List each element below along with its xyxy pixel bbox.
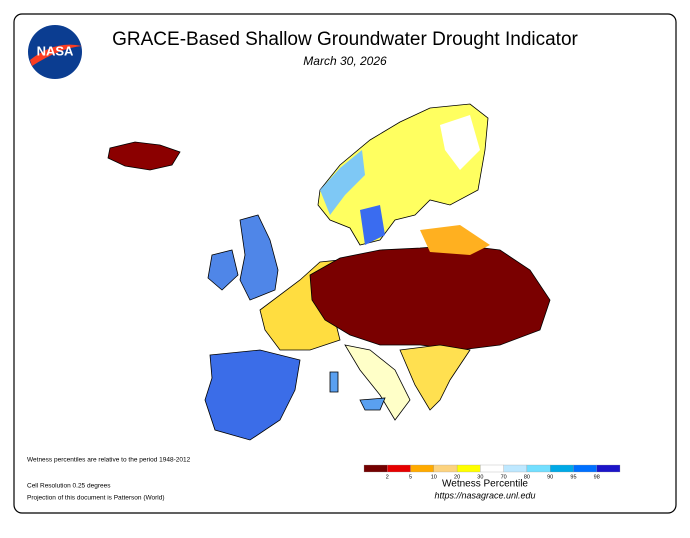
title: GRACE-Based Shallow Groundwater Drought … xyxy=(112,29,578,50)
legend: 2 5 10 20 30 70 80 90 95 98 xyxy=(363,464,621,480)
legend-swatch xyxy=(480,464,504,473)
logo-text: NASA xyxy=(37,43,74,58)
ireland xyxy=(207,249,239,291)
legend-url: https://nasagrace.unl.edu xyxy=(434,490,535,500)
date: March 30, 2026 xyxy=(303,54,387,68)
italy xyxy=(344,344,411,421)
legend-swatch xyxy=(456,464,481,473)
map xyxy=(107,103,551,441)
legend-label: 70 xyxy=(501,474,507,480)
legend-label: 95 xyxy=(570,474,576,480)
balkans xyxy=(399,344,471,411)
legend-label: 30 xyxy=(477,474,483,480)
legend-swatch xyxy=(526,464,551,473)
note: Projection of this document is Patterson… xyxy=(27,495,165,502)
legend-label: 80 xyxy=(524,474,530,480)
south-sweden xyxy=(360,205,385,245)
sicily xyxy=(359,397,386,411)
legend-label: 90 xyxy=(547,474,553,480)
legend-label: 98 xyxy=(594,474,600,480)
norway-coast xyxy=(320,150,365,215)
legend-swatch xyxy=(503,464,528,473)
nasa-logo: NASA xyxy=(28,25,82,79)
note: Wetness percentiles are relative to the … xyxy=(27,457,191,464)
central-europe xyxy=(309,244,551,351)
legend-label: 20 xyxy=(454,474,460,480)
legend-swatch xyxy=(410,464,434,473)
sardinia xyxy=(329,371,339,393)
legend-label: 5 xyxy=(409,474,412,480)
legend-label: 10 xyxy=(431,474,437,480)
iberia xyxy=(204,349,301,441)
iceland xyxy=(107,141,181,171)
legend-label: 2 xyxy=(386,474,389,480)
note: Cell Resolution 0.25 degrees xyxy=(27,483,111,490)
baltics xyxy=(420,225,490,255)
finland xyxy=(440,115,480,170)
legend-swatch xyxy=(387,464,411,473)
legend-swatch xyxy=(433,464,458,473)
legend-swatch xyxy=(573,464,597,473)
great-britain xyxy=(239,214,279,301)
legend-swatch xyxy=(363,464,388,473)
legend-swatch xyxy=(550,464,574,473)
legend-swatch xyxy=(596,464,621,473)
legend-title: Wetness Percentile xyxy=(442,479,528,490)
